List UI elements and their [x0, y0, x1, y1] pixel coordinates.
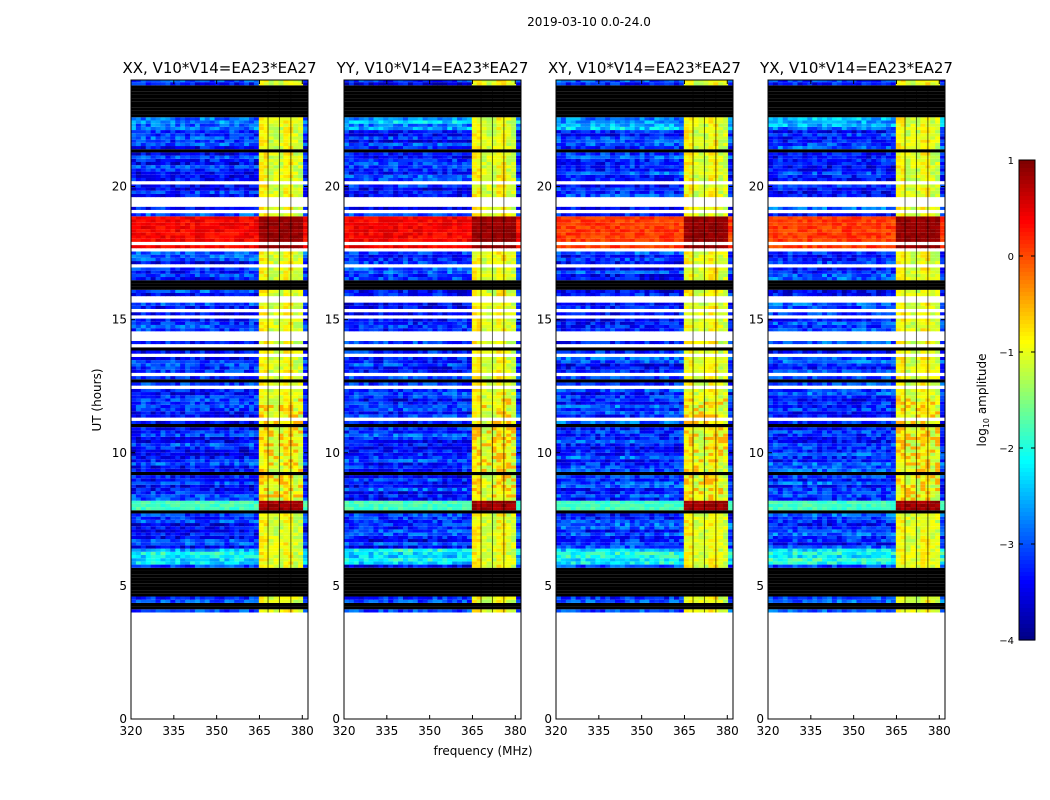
- x-tick-label: 380: [716, 724, 739, 738]
- colorbar-tick-label: 1: [1008, 156, 1014, 167]
- y-tick-label: 10: [325, 446, 340, 460]
- x-tick-label: 380: [928, 724, 951, 738]
- colorbar-label: log10 amplitude: [975, 354, 991, 447]
- y-axis-label: UT (hours): [90, 368, 104, 431]
- x-tick-label: 365: [248, 724, 271, 738]
- y-tick-label: 5: [756, 579, 764, 593]
- y-tick-label: 0: [332, 712, 340, 726]
- y-tick-label: 15: [749, 313, 764, 327]
- panel-cells: [556, 80, 734, 613]
- panel-title: XX, V10*V14=EA23*EA27: [122, 59, 316, 77]
- x-tick-label: 320: [545, 724, 568, 738]
- figure-suptitle: 2019-03-10 0.0-24.0: [527, 15, 651, 29]
- panel-title: YY, V10*V14=EA23*EA27: [336, 59, 529, 77]
- y-tick-label: 0: [756, 712, 764, 726]
- y-tick-label: 10: [749, 446, 764, 460]
- y-tick-label: 20: [325, 180, 340, 194]
- panel-4: YX, V10*V14=EA23*EA27 320 335 350 365 380 0 5 10…: [749, 59, 953, 738]
- colorbar: 1 0 −1 −2 −3 −4 log10 amplitude: [975, 156, 1036, 647]
- x-tick-label: 380: [504, 724, 527, 738]
- panel-cells: [131, 80, 309, 613]
- y-tick-label: 15: [537, 313, 552, 327]
- panel-1: XX, V10*V14=EA23*EA27 320 335 350 365 380 0 5 10…: [112, 59, 317, 738]
- y-tick-label: 10: [112, 446, 127, 460]
- y-tick-label: 20: [112, 180, 127, 194]
- x-tick-label: 365: [673, 724, 696, 738]
- panel-cells: [768, 80, 946, 613]
- x-tick-label: 320: [120, 724, 143, 738]
- y-tick-label: 15: [112, 313, 127, 327]
- x-tick-label: 365: [461, 724, 484, 738]
- x-tick-label: 320: [757, 724, 780, 738]
- y-tick-label: 20: [537, 180, 552, 194]
- x-tick-label: 335: [587, 724, 610, 738]
- colorbar-tick-label: −2: [999, 444, 1014, 455]
- panel-2: YY, V10*V14=EA23*EA27 320 335 350 365 380 0 5 10…: [325, 59, 529, 738]
- panel-title: XY, V10*V14=EA23*EA27: [548, 59, 741, 77]
- y-tick-label: 5: [119, 579, 127, 593]
- x-tick-label: 350: [630, 724, 653, 738]
- x-tick-label: 335: [162, 724, 185, 738]
- x-axis-label: frequency (MHz): [433, 744, 532, 758]
- panel-3: XY, V10*V14=EA23*EA27 320 335 350 365 380 0 5 10…: [537, 59, 741, 738]
- y-tick-label: 10: [537, 446, 552, 460]
- y-tick-label: 0: [544, 712, 552, 726]
- y-tick-label: 20: [749, 180, 764, 194]
- y-tick-label: 5: [332, 579, 340, 593]
- y-tick-label: 15: [325, 313, 340, 327]
- panel-frame: [555, 79, 734, 720]
- colorbar-tick-label: 0: [1008, 252, 1014, 263]
- panel-title: YX, V10*V14=EA23*EA27: [759, 59, 953, 77]
- x-tick-label: 350: [205, 724, 228, 738]
- panel-frame: [130, 79, 309, 720]
- y-tick-label: 0: [119, 712, 127, 726]
- colorbar-tick-label: −1: [999, 348, 1014, 359]
- panels-group: XX, V10*V14=EA23*EA27 320 335 350 365 380 0 5 10…: [112, 59, 953, 738]
- x-tick-label: 380: [291, 724, 314, 738]
- x-tick-label: 365: [885, 724, 908, 738]
- panel-frame: [343, 79, 522, 720]
- x-tick-label: 335: [375, 724, 398, 738]
- x-tick-label: 320: [333, 724, 356, 738]
- x-tick-label: 350: [842, 724, 865, 738]
- x-tick-label: 335: [799, 724, 822, 738]
- colorbar-tick-label: −3: [999, 540, 1014, 551]
- y-tick-label: 5: [544, 579, 552, 593]
- panel-frame: [767, 79, 946, 720]
- colorbar-frame: [1018, 159, 1036, 641]
- colorbar-tick-label: −4: [999, 636, 1014, 647]
- x-tick-label: 350: [418, 724, 441, 738]
- panel-cells: [344, 80, 522, 613]
